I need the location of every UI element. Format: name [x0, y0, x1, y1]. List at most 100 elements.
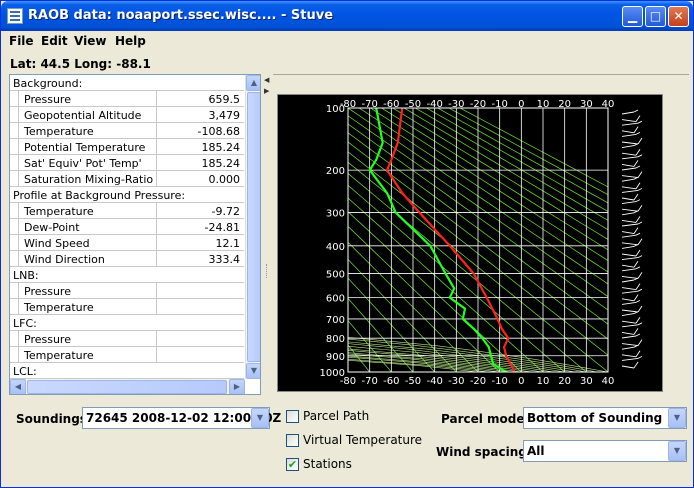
parcel-mode-combo[interactable]: Bottom of Sounding ▼	[523, 407, 687, 429]
row-separator	[10, 314, 244, 315]
row-label: Geopotential Altitude	[24, 109, 142, 122]
row-value: 3,479	[208, 109, 241, 122]
parcel-path-checkbox[interactable]	[286, 410, 299, 423]
stuve-diagram[interactable]: -80 -70 -60 -50 -40 -30 -20 -10 0 10 20 30 40-80 -70-…	[277, 94, 663, 392]
scroll-right-button[interactable]: ▶	[229, 379, 245, 394]
row-separator	[10, 218, 244, 219]
table-row[interactable]: Temperature	[10, 347, 244, 363]
expand-right-icon[interactable]: ▶	[264, 87, 270, 95]
pressure-label: 700	[326, 315, 345, 326]
wind-barb-flag	[635, 115, 641, 122]
indent-line	[18, 107, 19, 123]
wind-barb	[621, 343, 639, 347]
table-row[interactable]: Sat' Equiv' Pot' Temp' 185.24	[10, 155, 244, 171]
table-row[interactable]: Geopotential Altitude 3,479	[10, 107, 244, 123]
parcel-mode-dropdown-button[interactable]: ▼	[668, 408, 686, 428]
stations-checkbox[interactable]: ✔	[286, 458, 299, 471]
wind-spacing-dropdown-button[interactable]: ▼	[668, 441, 686, 461]
moist-adiabat	[348, 338, 598, 372]
horizontal-scroll-thumb[interactable]	[27, 380, 227, 394]
minimize-button[interactable]: ▁	[622, 6, 643, 27]
bottom-tick-label: 40	[602, 376, 615, 387]
menu-help[interactable]: Help	[115, 34, 146, 48]
wind-barb-flag	[637, 272, 643, 279]
collapse-left-icon[interactable]: ◀	[264, 76, 270, 84]
row-label: Temperature	[24, 125, 94, 138]
wind-barb-flag	[635, 249, 641, 257]
indent-line	[18, 123, 19, 139]
row-separator	[10, 346, 244, 347]
stations-label[interactable]: Stations	[303, 457, 352, 471]
soundings-dropdown-button[interactable]: ▼	[251, 408, 269, 428]
table-section-row[interactable]: Background:	[10, 75, 244, 91]
wind-barb-flag	[633, 126, 639, 134]
table-section-row[interactable]: LFC:	[10, 315, 244, 331]
dry-adiabat	[459, 108, 608, 188]
table-row[interactable]: Temperature	[10, 299, 244, 315]
table-section-row[interactable]: LNB:	[10, 267, 244, 283]
row-separator	[10, 378, 244, 379]
vertical-scroll-thumb[interactable]	[247, 92, 260, 362]
virtual-temperature-label[interactable]: Virtual Temperature	[303, 433, 423, 447]
virtual-temperature-checkbox[interactable]	[286, 434, 299, 447]
row-separator	[10, 106, 244, 107]
indent-line	[18, 203, 19, 219]
bottom-tick-label: -30	[448, 376, 464, 387]
dewpoint-profile	[368, 108, 507, 372]
wind-barb-flag	[633, 344, 639, 348]
table-row[interactable]: Temperature -9.72	[10, 203, 244, 219]
title-bar[interactable]: RAOB data: noaaport.ssec.wisc.... - Stuv…	[1, 1, 693, 31]
table-row[interactable]: Wind Direction 333.4	[10, 251, 244, 267]
split-pane-divider[interactable]: ◀ ▶	[263, 74, 271, 395]
wind-barb-flag	[633, 193, 639, 201]
close-button[interactable]: ✕	[668, 6, 689, 27]
table-row[interactable]: Saturation Mixing-Ratio 0.000	[10, 171, 244, 187]
column-divider	[156, 139, 157, 155]
table-row[interactable]: Dew-Point -24.81	[10, 219, 244, 235]
soundings-combo[interactable]: 72645 2008-12-02 12:00:00Z ▼	[82, 407, 281, 429]
top-tick-label: -60	[383, 99, 399, 110]
vertical-scrollbar[interactable]: ▲ ▼	[245, 75, 260, 379]
table-row[interactable]: Pressure	[10, 283, 244, 299]
wind-barb	[621, 156, 639, 160]
pressure-label: 400	[326, 242, 345, 253]
row-label: Pressure	[24, 333, 71, 346]
table-section-row[interactable]: Profile at Background Pressure:	[10, 187, 244, 203]
row-value: 185.24	[201, 157, 241, 170]
section-label: Profile at Background Pressure:	[13, 189, 186, 202]
wind-barb	[621, 133, 637, 137]
top-tick-label: 20	[558, 99, 571, 110]
table-row[interactable]: Pressure	[10, 331, 244, 347]
table-row[interactable]: Pressure 659.5	[10, 91, 244, 107]
scroll-up-button[interactable]: ▲	[246, 75, 260, 91]
dry-adiabat	[348, 297, 414, 372]
table-section-row[interactable]: LCL:	[10, 363, 244, 379]
scroll-left-button[interactable]: ◀	[10, 379, 26, 394]
pressure-label: 500	[326, 270, 345, 281]
wind-barb-flag	[637, 255, 643, 259]
dry-adiabat	[348, 211, 522, 372]
column-divider	[156, 171, 157, 187]
wind-barb	[621, 320, 637, 324]
row-label: Wind Speed	[24, 237, 90, 250]
wind-spacing-combo[interactable]: All ▼	[523, 440, 687, 462]
table-row[interactable]: Wind Speed 12.1	[10, 235, 244, 251]
scroll-down-button[interactable]: ▼	[246, 363, 260, 379]
temperature-profile	[385, 108, 516, 372]
indent-line	[18, 347, 19, 363]
top-tick-label: -30	[448, 99, 464, 110]
maximize-button[interactable]: □	[645, 6, 666, 27]
wind-barb-flag	[637, 355, 643, 359]
wind-barb	[621, 234, 637, 238]
horizontal-scrollbar[interactable]: ◀ ▶	[10, 379, 245, 394]
table-row[interactable]: Potential Temperature 185.24	[10, 139, 244, 155]
parcel-path-label[interactable]: Parcel Path	[303, 409, 370, 423]
menu-file[interactable]: File	[9, 34, 34, 48]
menu-view[interactable]: View	[74, 34, 107, 48]
wind-barb	[621, 197, 635, 201]
wind-barb	[621, 145, 635, 149]
wind-barb-flag	[637, 322, 643, 326]
menu-edit[interactable]: Edit	[41, 34, 68, 48]
table-row[interactable]: Temperature -108.68	[10, 123, 244, 139]
